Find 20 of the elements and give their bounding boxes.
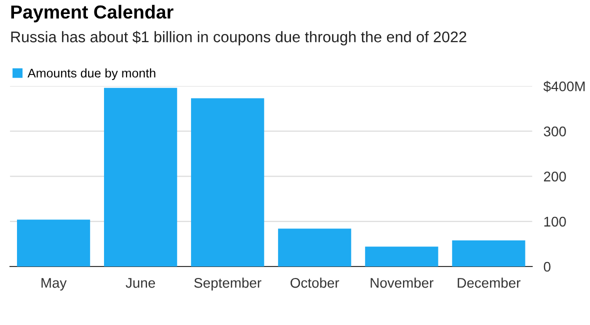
bar <box>16 220 90 266</box>
bar <box>452 240 526 266</box>
y-tick-label: 300 <box>544 126 566 136</box>
y-tick-label: 200 <box>544 172 566 182</box>
chart-title: Payment Calendar <box>11 4 174 22</box>
x-tick-label: October <box>290 278 340 288</box>
bar <box>365 246 438 266</box>
x-tick-label: December <box>458 278 520 288</box>
x-tick-label: June <box>126 278 156 288</box>
bar <box>191 98 264 266</box>
y-tick-label: $400M <box>543 80 585 92</box>
x-tick-label: May <box>42 278 67 291</box>
y-tick-label: 100 <box>544 216 566 227</box>
y-tick-label: 0 <box>544 262 550 272</box>
x-tick-label: November <box>370 278 434 288</box>
bar <box>278 228 352 266</box>
bar <box>104 88 178 266</box>
x-tick-label: September <box>194 278 262 291</box>
chart-subtitle: Russia has about $1 billion in coupons due through the end of 2022 <box>11 30 466 46</box>
legend-label: Amounts due by month <box>28 68 156 80</box>
